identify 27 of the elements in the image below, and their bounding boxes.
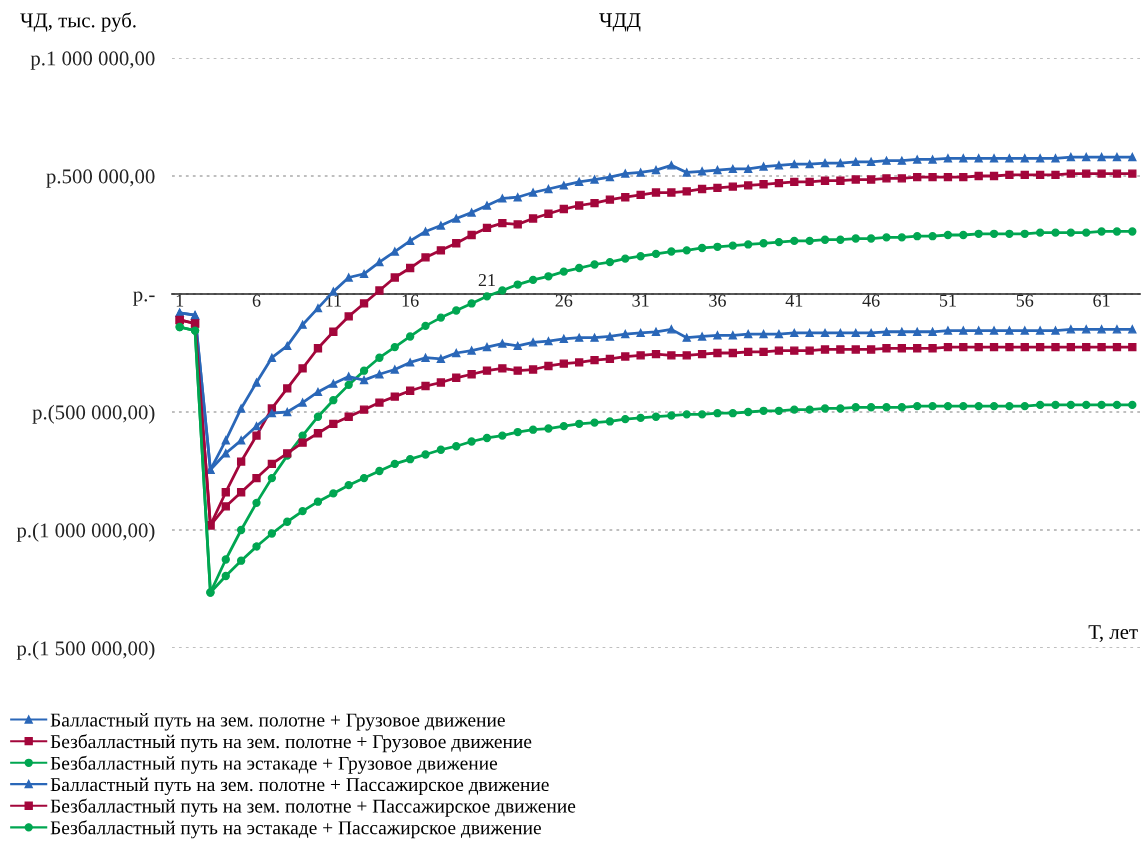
y-tick-label: р.(500 000,00) [32,404,155,424]
legend-label: Безбалластный путь на эстакаде + Пассажирское движение [50,820,541,839]
x-tick-label: 31 [632,294,649,307]
x-tick-label: 41 [785,294,803,307]
x-tick-label: 51 [939,294,956,307]
legend-label: Безбалластный путь на эстакаде + Грузовое движение [50,755,498,774]
x-tick-label: 6 [252,294,261,307]
legend-label: Балластный путь на зем. полотне + Пассажирское движение [50,777,549,796]
x-tick-label: 26 [555,294,573,307]
legend-label: Безбалластный путь на зем. полотне + Грузовое движение [50,734,532,753]
x-tick-label: 16 [402,294,419,307]
y-tick-label: р.(1 000 000,00) [16,522,155,542]
x-tick-label: 36 [709,294,726,307]
x-tick-label: 1 [176,294,184,307]
y-tick-label: р.- [133,291,155,306]
x-tick-label: 46 [862,294,880,307]
x-tick-label: 21 [478,274,495,286]
y-tick-label: р.(1 500 000,00) [16,640,155,660]
y-tick-label: р.500 000,00 [46,169,155,188]
x-tick-label: 56 [1016,294,1034,307]
x-axis-title: Т, лет [1088,625,1138,643]
legend-label: Безбалластный путь на зем. полотне + Пассажирское движение [50,798,576,817]
y-tick-label: р.1 000 000,00 [30,51,155,70]
y-axis-title: ЧД, тыс. руб. [20,12,136,32]
chart-title: ЧДД [599,13,641,32]
x-tick-label: 61 [1093,294,1110,307]
legend-label: Балластный путь на зем. полотне + Грузовое движение [50,713,505,731]
